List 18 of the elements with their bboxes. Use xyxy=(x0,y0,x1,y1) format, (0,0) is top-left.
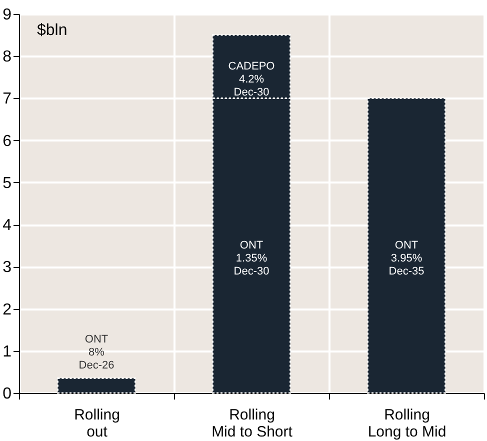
annotation: ONT 1.35% Dec-30 xyxy=(234,240,270,278)
y-tick-label: 0 xyxy=(2,386,12,402)
y-tick-label: 4 xyxy=(2,217,12,234)
annotation: ONT 3.95% Dec-35 xyxy=(388,240,424,278)
annotation: CADEPO 4.2% Dec-30 xyxy=(228,60,276,99)
x-tick-label: Rolling Mid to Short xyxy=(212,406,294,440)
annotation: ONT 8% Dec-26 xyxy=(78,333,114,372)
y-tick-label: 3 xyxy=(2,259,12,276)
x-tick-label: Rolling Long to Mid xyxy=(368,406,446,440)
y-axis-title: $bln xyxy=(37,22,68,39)
y-tick-label: 9 xyxy=(2,6,12,24)
y-tick-label: 8 xyxy=(2,48,12,66)
y-tick-label: 5 xyxy=(2,174,12,192)
y-tick-label: 6 xyxy=(2,132,12,150)
y-tick-label: 2 xyxy=(2,301,12,318)
x-tick-label: Rolling out xyxy=(74,406,120,440)
y-tick-label: 1 xyxy=(2,343,12,360)
y-tick-label: 7 xyxy=(2,90,12,108)
